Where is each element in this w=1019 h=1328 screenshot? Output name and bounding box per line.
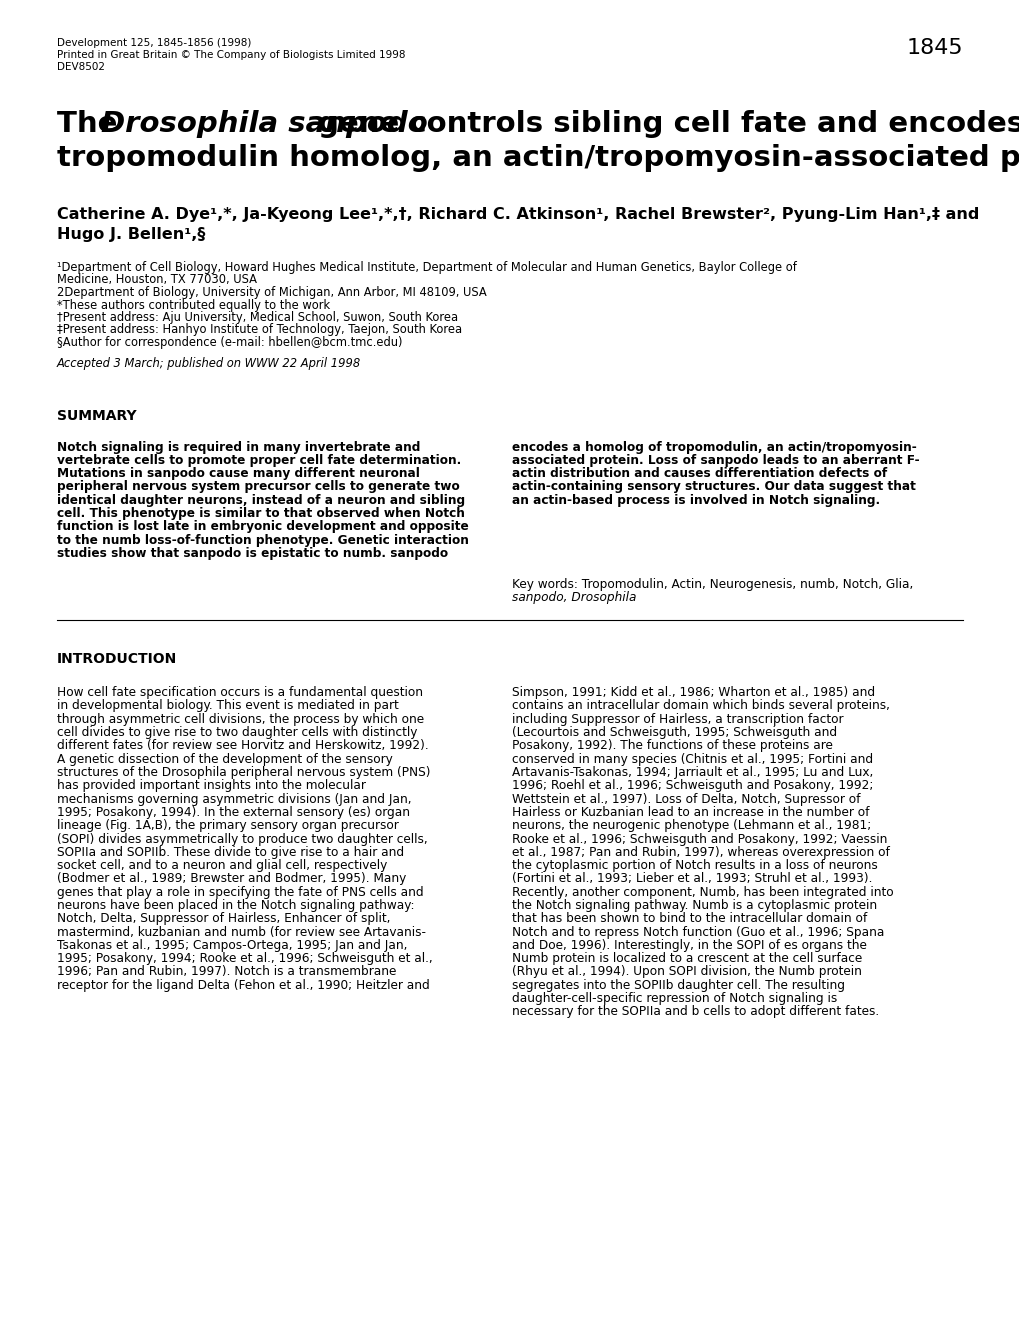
Text: DEV8502: DEV8502 (57, 62, 105, 72)
Text: segregates into the SOPIIb daughter cell. The resulting: segregates into the SOPIIb daughter cell… (512, 979, 844, 992)
Text: §Author for correspondence (e-mail: hbellen@bcm.tmc.edu): §Author for correspondence (e-mail: hbel… (57, 336, 403, 349)
Text: Development 125, 1845-1856 (1998): Development 125, 1845-1856 (1998) (57, 39, 251, 48)
Text: Hugo J. Bellen¹,§: Hugo J. Bellen¹,§ (57, 227, 205, 242)
Text: Numb protein is localized to a crescent at the cell surface: Numb protein is localized to a crescent … (512, 952, 861, 965)
Text: neurons, the neurogenic phenotype (Lehmann et al., 1981;: neurons, the neurogenic phenotype (Lehma… (512, 819, 870, 833)
Text: function is lost late in embryonic development and opposite: function is lost late in embryonic devel… (57, 521, 469, 534)
Text: 1845: 1845 (906, 39, 962, 58)
Text: *These authors contributed equally to the work: *These authors contributed equally to th… (57, 299, 330, 312)
Text: genes that play a role in specifying the fate of PNS cells and: genes that play a role in specifying the… (57, 886, 423, 899)
Text: different fates (for review see Horvitz and Herskowitz, 1992).: different fates (for review see Horvitz … (57, 740, 428, 753)
Text: SOPIIa and SOPIIb. These divide to give rise to a hair and: SOPIIa and SOPIIb. These divide to give … (57, 846, 404, 859)
Text: necessary for the SOPIIa and b cells to adopt different fates.: necessary for the SOPIIa and b cells to … (512, 1005, 878, 1019)
Text: Key words: Tropomodulin, Actin, Neurogenesis, numb, Notch, Glia,: Key words: Tropomodulin, Actin, Neurogen… (512, 578, 912, 591)
Text: cell. This phenotype is similar to that observed when Notch: cell. This phenotype is similar to that … (57, 507, 465, 521)
Text: studies show that sanpodo is epistatic to numb. sanpodo: studies show that sanpodo is epistatic t… (57, 547, 447, 560)
Text: Notch signaling is required in many invertebrate and: Notch signaling is required in many inve… (57, 441, 420, 453)
Text: receptor for the ligand Delta (Fehon et al., 1990; Heitzler and: receptor for the ligand Delta (Fehon et … (57, 979, 429, 992)
Text: †Present address: Aju University, Medical School, Suwon, South Korea: †Present address: Aju University, Medica… (57, 311, 458, 324)
Text: 2Department of Biology, University of Michigan, Ann Arbor, MI 48109, USA: 2Department of Biology, University of Mi… (57, 286, 486, 299)
Text: 1995; Posakony, 1994; Rooke et al., 1996; Schweisguth et al.,: 1995; Posakony, 1994; Rooke et al., 1996… (57, 952, 432, 965)
Text: Medicine, Houston, TX 77030, USA: Medicine, Houston, TX 77030, USA (57, 274, 257, 287)
Text: 1995; Posakony, 1994). In the external sensory (es) organ: 1995; Posakony, 1994). In the external s… (57, 806, 410, 819)
Text: Drosophila sanpodo: Drosophila sanpodo (101, 110, 427, 138)
Text: INTRODUCTION: INTRODUCTION (57, 652, 177, 667)
Text: A genetic dissection of the development of the sensory: A genetic dissection of the development … (57, 753, 392, 766)
Text: How cell fate specification occurs is a fundamental question: How cell fate specification occurs is a … (57, 687, 423, 700)
Text: Notch, Delta, Suppressor of Hairless, Enhancer of split,: Notch, Delta, Suppressor of Hairless, En… (57, 912, 390, 926)
Text: associated protein. Loss of sanpodo leads to an aberrant F-: associated protein. Loss of sanpodo lead… (512, 454, 919, 467)
Text: 1996; Roehl et al., 1996; Schweisguth and Posakony, 1992;: 1996; Roehl et al., 1996; Schweisguth an… (512, 780, 872, 793)
Text: Rooke et al., 1996; Schweisguth and Posakony, 1992; Vaessin: Rooke et al., 1996; Schweisguth and Posa… (512, 833, 887, 846)
Text: Posakony, 1992). The functions of these proteins are: Posakony, 1992). The functions of these … (512, 740, 833, 753)
Text: lineage (Fig. 1A,B), the primary sensory organ precursor: lineage (Fig. 1A,B), the primary sensory… (57, 819, 398, 833)
Text: Mutations in sanpodo cause many different neuronal: Mutations in sanpodo cause many differen… (57, 467, 420, 481)
Text: conserved in many species (Chitnis et al., 1995; Fortini and: conserved in many species (Chitnis et al… (512, 753, 872, 766)
Text: ¹Department of Cell Biology, Howard Hughes Medical Institute, Department of Mole: ¹Department of Cell Biology, Howard Hugh… (57, 262, 796, 274)
Text: Hairless or Kuzbanian lead to an increase in the number of: Hairless or Kuzbanian lead to an increas… (512, 806, 868, 819)
Text: through asymmetric cell divisions, the process by which one: through asymmetric cell divisions, the p… (57, 713, 424, 726)
Text: encodes a homolog of tropomodulin, an actin/tropomyosin-: encodes a homolog of tropomodulin, an ac… (512, 441, 916, 453)
Text: the cytoplasmic portion of Notch results in a loss of neurons: the cytoplasmic portion of Notch results… (512, 859, 877, 872)
Text: Notch and to repress Notch function (Guo et al., 1996; Spana: Notch and to repress Notch function (Guo… (512, 926, 883, 939)
Text: has provided important insights into the molecular: has provided important insights into the… (57, 780, 366, 793)
Text: SUMMARY: SUMMARY (57, 409, 137, 422)
Text: Recently, another component, Numb, has been integrated into: Recently, another component, Numb, has b… (512, 886, 893, 899)
Text: sanpodo, Drosophila: sanpodo, Drosophila (512, 591, 636, 604)
Text: cell divides to give rise to two daughter cells with distinctly: cell divides to give rise to two daughte… (57, 726, 417, 740)
Text: socket cell, and to a neuron and glial cell, respectively: socket cell, and to a neuron and glial c… (57, 859, 387, 872)
Text: Catherine A. Dye¹,*, Ja-Kyeong Lee¹,*,†, Richard C. Atkinson¹, Rachel Brewster²,: Catherine A. Dye¹,*, Ja-Kyeong Lee¹,*,†,… (57, 207, 978, 222)
Text: to the numb loss-of-function phenotype. Genetic interaction: to the numb loss-of-function phenotype. … (57, 534, 469, 547)
Text: in developmental biology. This event is mediated in part: in developmental biology. This event is … (57, 700, 398, 713)
Text: and Doe, 1996). Interestingly, in the SOPI of es organs the: and Doe, 1996). Interestingly, in the SO… (512, 939, 866, 952)
Text: an actin-based process is involved in Notch signaling.: an actin-based process is involved in No… (512, 494, 879, 507)
Text: et al., 1987; Pan and Rubin, 1997), whereas overexpression of: et al., 1987; Pan and Rubin, 1997), wher… (512, 846, 889, 859)
Text: that has been shown to bind to the intracellular domain of: that has been shown to bind to the intra… (512, 912, 866, 926)
Text: Artavanis-Tsakonas, 1994; Jarriault et al., 1995; Lu and Lux,: Artavanis-Tsakonas, 1994; Jarriault et a… (512, 766, 872, 780)
Text: identical daughter neurons, instead of a neuron and sibling: identical daughter neurons, instead of a… (57, 494, 465, 507)
Text: the Notch signaling pathway. Numb is a cytoplasmic protein: the Notch signaling pathway. Numb is a c… (512, 899, 876, 912)
Text: (SOPI) divides asymmetrically to produce two daughter cells,: (SOPI) divides asymmetrically to produce… (57, 833, 427, 846)
Text: including Suppressor of Hairless, a transcription factor: including Suppressor of Hairless, a tran… (512, 713, 843, 726)
Text: 1996; Pan and Rubin, 1997). Notch is a transmembrane: 1996; Pan and Rubin, 1997). Notch is a t… (57, 965, 396, 979)
Text: actin distribution and causes differentiation defects of: actin distribution and causes differenti… (512, 467, 887, 481)
Text: Accepted 3 March; published on WWW 22 April 1998: Accepted 3 March; published on WWW 22 Ap… (57, 356, 361, 369)
Text: Wettstein et al., 1997). Loss of Delta, Notch, Supressor of: Wettstein et al., 1997). Loss of Delta, … (512, 793, 860, 806)
Text: ‡Present address: Hanhyo Institute of Technology, Taejon, South Korea: ‡Present address: Hanhyo Institute of Te… (57, 324, 462, 336)
Text: daughter-cell-specific repression of Notch signaling is: daughter-cell-specific repression of Not… (512, 992, 837, 1005)
Text: Simpson, 1991; Kidd et al., 1986; Wharton et al., 1985) and: Simpson, 1991; Kidd et al., 1986; Wharto… (512, 687, 874, 700)
Text: Printed in Great Britain © The Company of Biologists Limited 1998: Printed in Great Britain © The Company o… (57, 50, 406, 60)
Text: mechanisms governing asymmetric divisions (Jan and Jan,: mechanisms governing asymmetric division… (57, 793, 411, 806)
Text: (Bodmer et al., 1989; Brewster and Bodmer, 1995). Many: (Bodmer et al., 1989; Brewster and Bodme… (57, 872, 406, 886)
Text: peripheral nervous system precursor cells to generate two: peripheral nervous system precursor cell… (57, 481, 460, 494)
Text: (Fortini et al., 1993; Lieber et al., 1993; Struhl et al., 1993).: (Fortini et al., 1993; Lieber et al., 19… (512, 872, 871, 886)
Text: structures of the Drosophila peripheral nervous system (PNS): structures of the Drosophila peripheral … (57, 766, 430, 780)
Text: (Rhyu et al., 1994). Upon SOPI division, the Numb protein: (Rhyu et al., 1994). Upon SOPI division,… (512, 965, 861, 979)
Text: The: The (57, 110, 127, 138)
Text: actin-containing sensory structures. Our data suggest that: actin-containing sensory structures. Our… (512, 481, 915, 494)
Text: contains an intracellular domain which binds several proteins,: contains an intracellular domain which b… (512, 700, 889, 713)
Text: gene controls sibling cell fate and encodes a: gene controls sibling cell fate and enco… (308, 110, 1019, 138)
Text: tropomodulin homolog, an actin/tropomyosin-associated protein: tropomodulin homolog, an actin/tropomyos… (57, 143, 1019, 173)
Text: Tsakonas et al., 1995; Campos-Ortega, 1995; Jan and Jan,: Tsakonas et al., 1995; Campos-Ortega, 19… (57, 939, 407, 952)
Text: mastermind, kuzbanian and numb (for review see Artavanis-: mastermind, kuzbanian and numb (for revi… (57, 926, 426, 939)
Text: neurons have been placed in the Notch signaling pathway:: neurons have been placed in the Notch si… (57, 899, 414, 912)
Text: (Lecourtois and Schweisguth, 1995; Schweisguth and: (Lecourtois and Schweisguth, 1995; Schwe… (512, 726, 837, 740)
Text: vertebrate cells to promote proper cell fate determination.: vertebrate cells to promote proper cell … (57, 454, 461, 467)
